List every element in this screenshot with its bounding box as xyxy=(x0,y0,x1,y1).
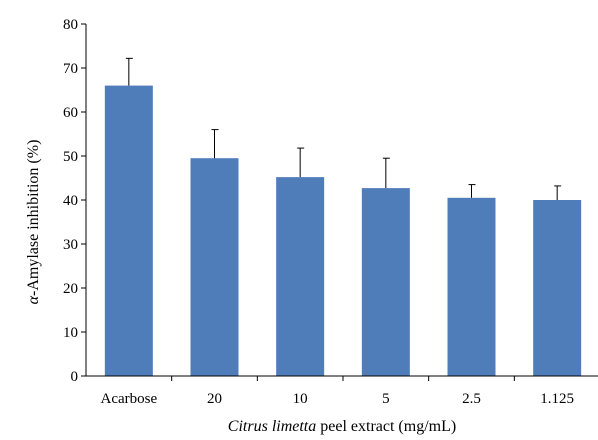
y-tick-label: 30 xyxy=(63,237,78,253)
x-tick-label: 10 xyxy=(293,391,308,407)
bar-1 xyxy=(190,158,239,376)
x-axis-title-text: peel extract (mg/mL) xyxy=(316,418,456,435)
bar-4 xyxy=(447,197,496,376)
x-ticks-group: Acarbose 20 10 5 2.5 1.125 xyxy=(101,376,574,407)
bars-group xyxy=(104,85,582,376)
y-ticks-group: 0 10 20 30 40 50 60 70 80 xyxy=(63,17,86,385)
y-tick-label: 60 xyxy=(63,105,78,121)
y-tick-label: 0 xyxy=(71,369,79,385)
error-bars-group xyxy=(125,57,562,200)
y-axis-title-symbol: α xyxy=(25,295,42,304)
y-tick-label: 20 xyxy=(63,281,78,297)
x-tick-label: 20 xyxy=(207,391,222,407)
x-tick-label: 5 xyxy=(382,391,390,407)
y-axis-title-text: -Amylase inhibition (%) xyxy=(25,140,42,296)
bar-3 xyxy=(361,188,410,376)
x-tick-label: 1.125 xyxy=(540,391,574,407)
y-tick-label: 10 xyxy=(63,325,78,341)
y-tick-label: 70 xyxy=(63,61,78,77)
bar-0 xyxy=(104,85,153,376)
bar-5 xyxy=(533,200,582,376)
x-axis-title-italic: Citrus limetta xyxy=(228,418,316,435)
x-tick-label: 2.5 xyxy=(462,391,481,407)
y-tick-label: 50 xyxy=(63,149,78,165)
y-tick-label: 80 xyxy=(63,17,78,33)
bar-2 xyxy=(276,177,325,376)
y-tick-label: 40 xyxy=(63,193,78,209)
x-tick-label: Acarbose xyxy=(101,391,158,407)
y-axis-title: α-Amylase inhibition (%) xyxy=(25,140,42,305)
x-axis-title: Citrus limetta peel extract (mg/mL) xyxy=(228,418,456,435)
